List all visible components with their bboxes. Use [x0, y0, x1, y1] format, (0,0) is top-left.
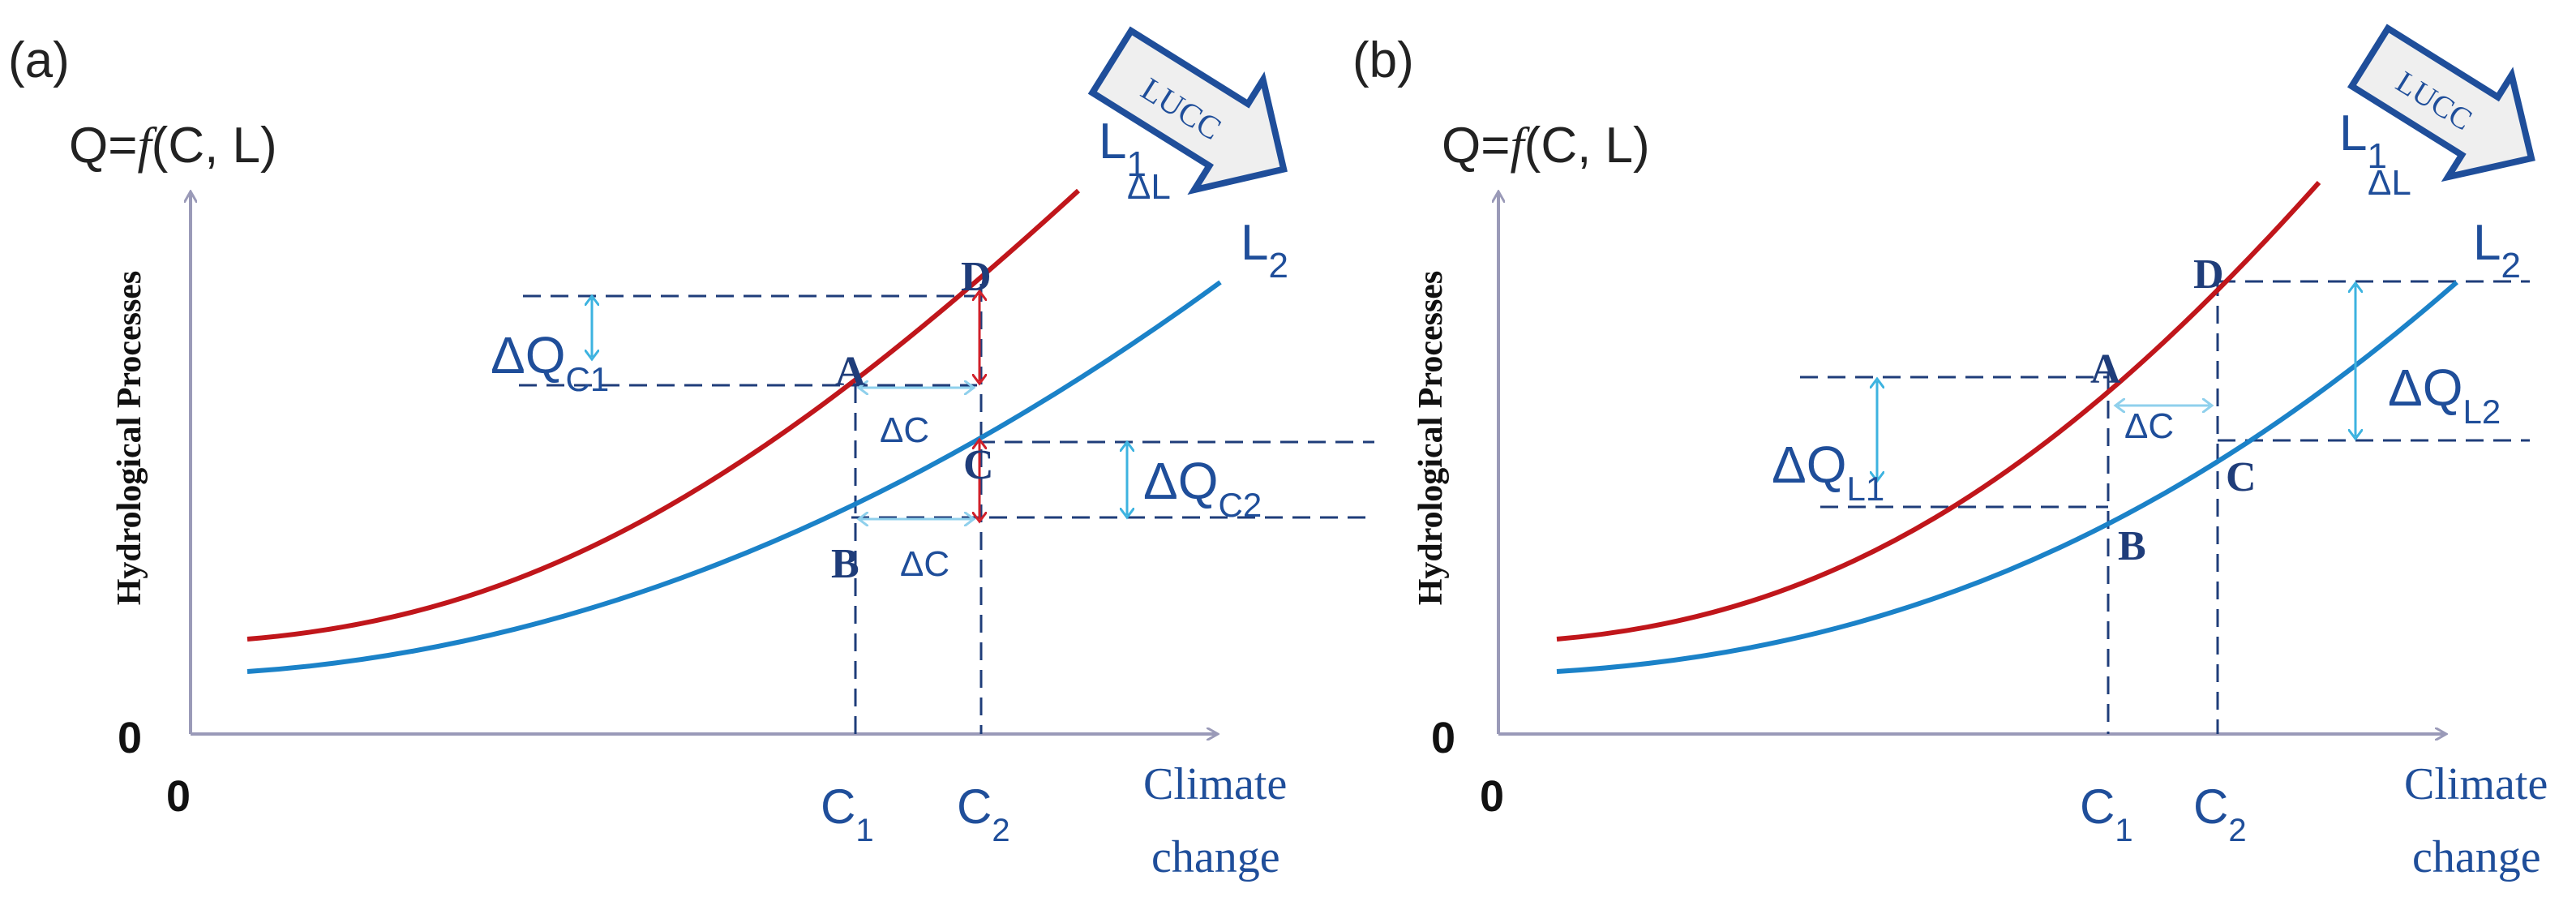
panel-a-point-d: D	[961, 254, 992, 300]
panel-a-dq-c2-label: ΔQC2	[1143, 452, 1262, 524]
panel-a-curve-l2	[246, 280, 1222, 674]
formula-suffix: (C, L)	[1524, 118, 1650, 174]
panel-b-point-d: D	[2193, 251, 2224, 298]
panel-a-point-b: B	[831, 541, 859, 587]
panel-a-curve-l2-label: L2	[1241, 215, 1288, 285]
formula-suffix: (C, L)	[152, 118, 277, 174]
panel-a-origin-y: 0	[118, 714, 142, 762]
panel-a-tick-c2: C2	[957, 779, 1010, 848]
panel-b-dq-l2-label: ΔQL2	[2388, 358, 2501, 431]
panel-b-guides	[1800, 278, 2530, 734]
panel-b-curve-l2-label: L2	[2473, 215, 2521, 285]
panel-a-dq-c1-label: ΔQC1	[491, 326, 609, 398]
formula-prefix: Q=	[1442, 118, 1510, 174]
panel-b-x-label-line2: change	[2412, 832, 2541, 882]
panel-b-lucc-arrow: LUCC	[2347, 24, 2535, 182]
panel-b-formula: Q=f(C, L)	[1442, 118, 1650, 174]
panel-b-label: (b)	[1352, 32, 1414, 88]
panel-b-x-label-line1: Climate	[2404, 759, 2548, 809]
panel-a-delta-l-label: ΔL	[1127, 167, 1171, 207]
panel-a-point-c: C	[963, 442, 994, 488]
panel-a-lucc-arrow: LUCC	[1087, 26, 1288, 195]
panel-a-x-label-line1: Climate	[1143, 759, 1287, 809]
panel-a-y-axis-label: Hydrological Processes	[111, 271, 148, 606]
panel-b-dq-l1-label: ΔQL1	[1772, 436, 1884, 508]
formula-prefix: Q=	[69, 118, 137, 174]
panel-a-curve-l1	[246, 188, 1081, 642]
panel-b-point-a: A	[2090, 346, 2121, 393]
panel-a-tick-c1: C1	[821, 779, 874, 848]
panel-b-curve-l1-label: L1	[2339, 105, 2387, 176]
panel-a-x-label-line2: change	[1151, 832, 1280, 882]
panel-a-point-a: A	[835, 349, 866, 395]
panel-a: (a) Q=f(C, L) Hydrological Processes 0 0	[8, 26, 1374, 882]
panel-a-origin-x: 0	[166, 772, 191, 821]
panel-b-curve-l2	[1556, 280, 2458, 674]
panel-a-label: (a)	[8, 32, 70, 88]
panel-b-dc-label: ΔC	[2124, 406, 2174, 446]
lucc-arrow-shape	[2347, 24, 2535, 182]
panel-b: (b) Q=f(C, L) Hydrological Processes 0 0	[1352, 24, 2548, 882]
panel-a-formula: Q=f(C, L)	[69, 118, 277, 174]
panel-b-origin-y: 0	[1431, 714, 1455, 762]
panel-b-y-axis-label: Hydrological Processes	[1412, 271, 1450, 606]
panel-b-point-c: C	[2226, 454, 2257, 500]
panel-a-curve-l1-label: L1	[1099, 114, 1147, 184]
panel-b-tick-c2: C2	[2193, 779, 2247, 848]
panel-b-curve-l1	[1556, 180, 2321, 642]
panel-b-delta-l-label: ΔL	[2368, 163, 2411, 203]
lucc-arrow-shape	[1087, 26, 1288, 195]
panel-a-dc-label-top: ΔC	[880, 410, 929, 450]
panel-b-point-b: B	[2118, 523, 2146, 569]
panel-b-tick-c1: C1	[2080, 779, 2133, 848]
panel-b-origin-x: 0	[1480, 772, 1504, 821]
panel-a-dc-label-bottom: ΔC	[900, 544, 949, 584]
